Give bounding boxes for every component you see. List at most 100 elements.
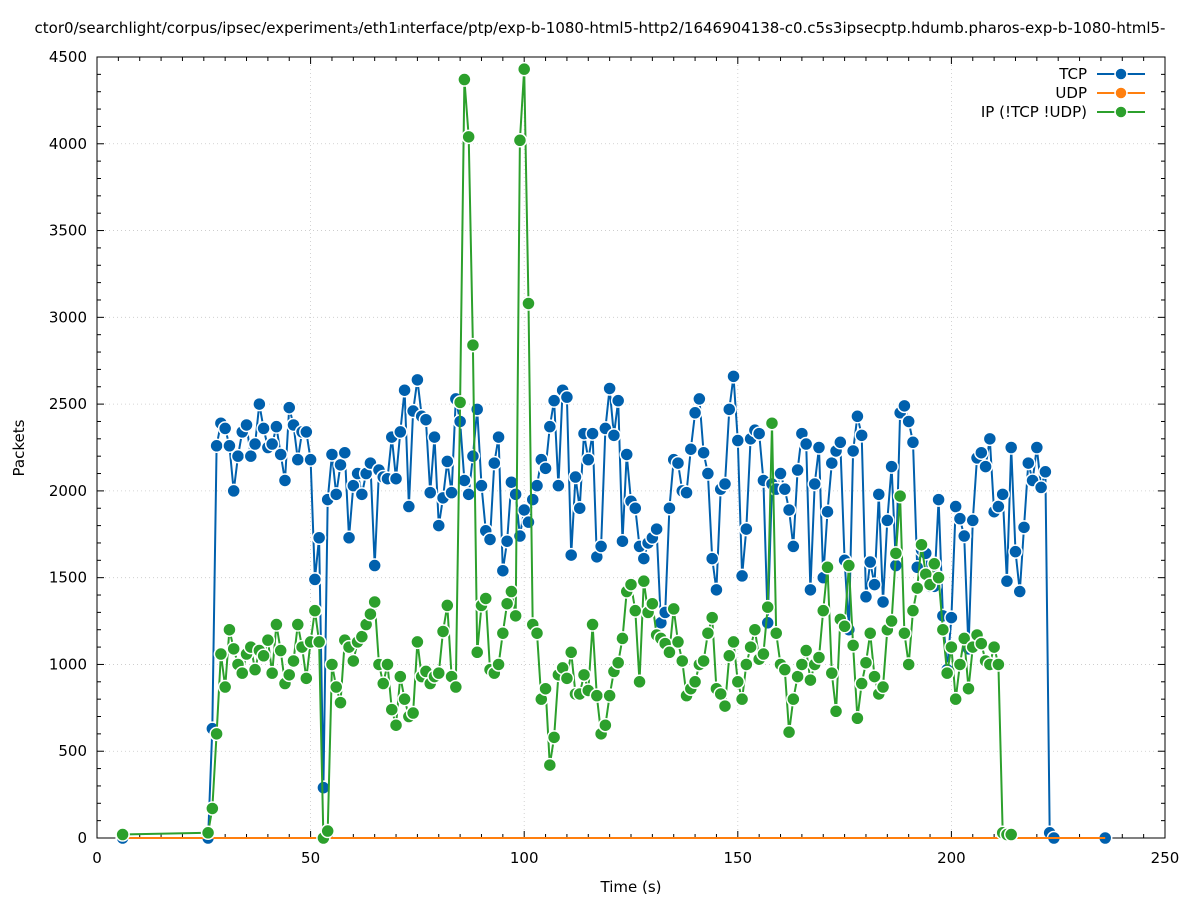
series-point-ip bbox=[700, 625, 716, 641]
x-tick-label: 0 bbox=[92, 849, 102, 867]
series-point-ip bbox=[905, 603, 921, 618]
series-point-tcp bbox=[726, 369, 741, 384]
series-point-tcp bbox=[333, 457, 348, 473]
series-point-tcp bbox=[820, 504, 835, 519]
series-point-ip bbox=[952, 657, 968, 672]
series-point-ip bbox=[499, 596, 515, 611]
series-point-tcp bbox=[542, 419, 558, 434]
series-point-tcp bbox=[243, 448, 259, 464]
series-point-tcp bbox=[440, 454, 455, 469]
series-point-ip bbox=[448, 679, 464, 695]
series-point-tcp bbox=[499, 533, 515, 549]
series-point-ip bbox=[363, 606, 378, 622]
series-point-ip bbox=[628, 603, 643, 618]
series-point-tcp bbox=[572, 500, 587, 516]
series-point-tcp bbox=[269, 419, 284, 434]
series-point-tcp bbox=[995, 487, 1010, 502]
series-point-tcp bbox=[662, 500, 677, 516]
series-point-tcp bbox=[982, 431, 998, 447]
series-point-ip bbox=[696, 653, 711, 669]
series-point-tcp bbox=[397, 382, 412, 398]
series-point-ip bbox=[354, 629, 370, 644]
y-tick-label: 500 bbox=[58, 742, 87, 760]
series-point-ip bbox=[290, 617, 306, 632]
series-point-ip bbox=[837, 619, 852, 634]
series-point-ip bbox=[858, 655, 874, 670]
series-point-tcp bbox=[367, 558, 382, 573]
series-point-tcp bbox=[273, 447, 288, 462]
series-point-ip bbox=[256, 648, 271, 664]
series-point-tcp bbox=[495, 563, 511, 578]
series-point-ip bbox=[730, 674, 746, 690]
series-point-tcp bbox=[862, 554, 878, 570]
series-point-tcp bbox=[734, 568, 750, 584]
series-point-ip bbox=[931, 570, 946, 585]
series-group bbox=[115, 61, 1113, 846]
series-point-tcp bbox=[444, 485, 459, 500]
series-point-ip bbox=[431, 665, 447, 681]
series-point-tcp bbox=[487, 455, 502, 471]
series-point-ip bbox=[269, 617, 284, 632]
legend-label-tcp: TCP bbox=[1058, 65, 1087, 83]
series-point-tcp bbox=[700, 466, 716, 481]
series-point-tcp bbox=[568, 469, 583, 485]
series-point-tcp bbox=[884, 459, 899, 474]
series-point-tcp bbox=[606, 428, 622, 443]
series-point-tcp bbox=[538, 461, 553, 476]
series-point-ip bbox=[615, 631, 630, 646]
series-point-tcp bbox=[956, 528, 972, 544]
x-tick-label: 200 bbox=[937, 849, 966, 867]
series-point-ip bbox=[260, 632, 276, 648]
series-point-tcp bbox=[854, 428, 869, 443]
series-point-ip bbox=[854, 676, 869, 691]
series-point-ip bbox=[546, 730, 562, 745]
series-point-tcp bbox=[469, 402, 485, 417]
series-point-tcp bbox=[307, 572, 323, 587]
y-tick-label: 2500 bbox=[49, 395, 87, 413]
series-point-ip bbox=[209, 726, 224, 742]
series-point-tcp bbox=[709, 582, 724, 598]
series-point-ip bbox=[811, 650, 827, 665]
series-point-ip bbox=[687, 674, 703, 690]
series-point-ip bbox=[328, 679, 344, 695]
series-point-tcp bbox=[905, 435, 921, 450]
series-point-ip bbox=[311, 634, 327, 650]
series-point-tcp bbox=[692, 391, 707, 407]
series-point-ip bbox=[636, 573, 652, 589]
series-point-tcp bbox=[457, 473, 472, 488]
series-point-ip bbox=[478, 591, 494, 606]
series-point-tcp bbox=[965, 513, 981, 528]
series-point-tcp bbox=[1038, 464, 1053, 480]
series-point-ip bbox=[217, 679, 233, 695]
series-point-tcp bbox=[786, 539, 801, 554]
series-point-tcp bbox=[867, 577, 882, 592]
series-point-tcp bbox=[264, 436, 280, 452]
series-point-ip bbox=[508, 608, 523, 624]
series-point-tcp bbox=[777, 481, 793, 497]
series-point-tcp bbox=[281, 400, 297, 415]
series-point-ip bbox=[675, 653, 690, 669]
series-point-ip bbox=[974, 636, 989, 651]
series-point-ip bbox=[234, 665, 250, 681]
series-point-tcp bbox=[563, 547, 579, 563]
series-point-ip bbox=[226, 641, 241, 657]
series-point-tcp bbox=[1008, 544, 1023, 559]
series-point-ip bbox=[115, 827, 130, 842]
series-point-ip bbox=[743, 639, 758, 655]
series-point-ip bbox=[346, 653, 361, 669]
series-point-tcp bbox=[730, 433, 746, 448]
y-tick-label: 0 bbox=[77, 829, 87, 847]
series-point-ip bbox=[820, 560, 835, 575]
series-point-tcp bbox=[303, 452, 318, 467]
series-point-tcp bbox=[948, 499, 963, 514]
series-point-ip bbox=[670, 634, 686, 650]
series-point-tcp bbox=[337, 445, 353, 460]
series-point-tcp bbox=[551, 478, 566, 493]
series-point-ip bbox=[888, 546, 904, 561]
series-point-ip bbox=[273, 643, 288, 658]
series-point-ip bbox=[790, 669, 805, 684]
legend-marker-tcp bbox=[1114, 67, 1128, 81]
series-point-ip bbox=[457, 72, 472, 87]
series-point-ip bbox=[704, 610, 720, 625]
